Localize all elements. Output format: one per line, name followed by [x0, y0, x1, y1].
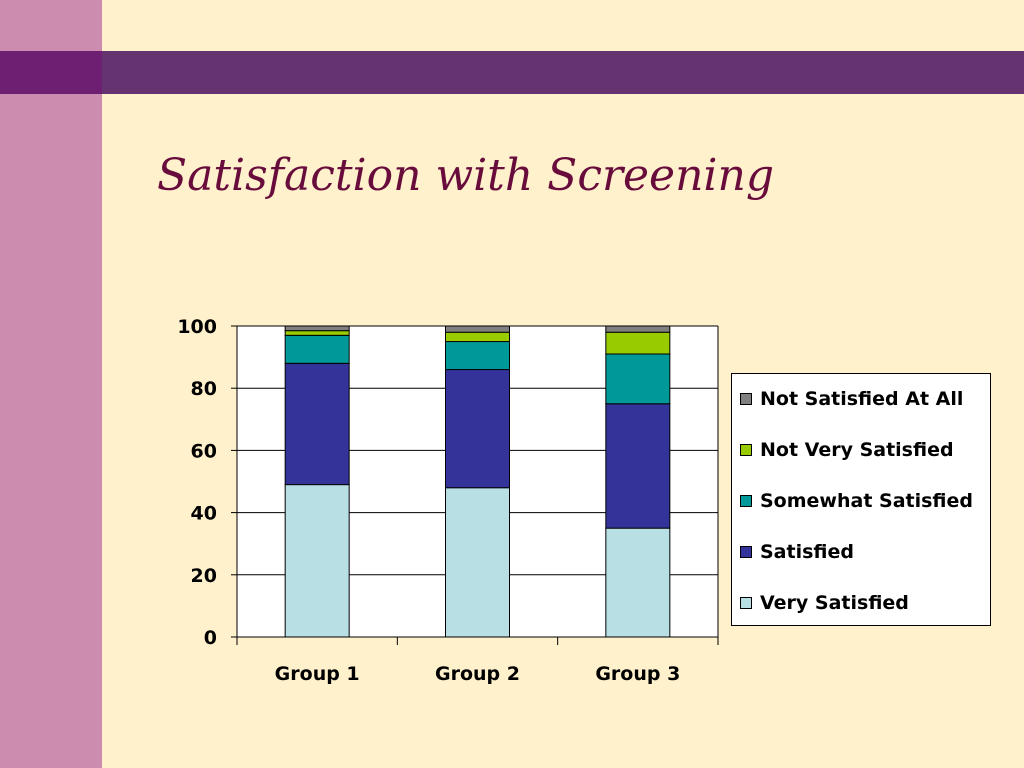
bar-segment-3-2: [605, 403, 671, 529]
left-sidebar-accent: [0, 0, 102, 768]
legend-item-3: Somewhat Satisfied: [740, 490, 973, 512]
legend-swatch-2: [740, 444, 752, 456]
legend-item-5: Very Satisfied: [740, 592, 909, 614]
bar-segment-2-2: [445, 369, 510, 489]
legend-label-4: Satisfied: [760, 541, 854, 563]
bar-segment-3-4: [605, 331, 671, 355]
y-tick-label-60: 60: [191, 440, 217, 462]
bar-segment-2-1: [445, 487, 510, 638]
x-tick-label-3: Group 3: [595, 663, 680, 685]
bar-segment-1-3: [284, 334, 350, 364]
legend-item-1: Not Satisfied At All: [740, 388, 963, 410]
legend-swatch-1: [740, 393, 752, 405]
y-tick-label-80: 80: [191, 378, 217, 400]
chart-axes: [231, 325, 719, 645]
bar-segment-2-4: [445, 331, 510, 343]
slide-title: Satisfaction with Screening: [157, 150, 774, 201]
bar-segment-3-5: [605, 325, 671, 333]
legend-label-2: Not Very Satisfied: [760, 439, 954, 461]
legend-label-1: Not Satisfied At All: [760, 388, 964, 410]
top-header-band: [0, 51, 1024, 94]
chart-legend: Not Satisfied At All Not Very Satisfied So…: [731, 373, 991, 626]
bar-segment-2-5: [445, 325, 510, 333]
legend-label-3: Somewhat Satisfied: [760, 490, 973, 512]
bar-segment-3-3: [605, 353, 671, 405]
legend-label-5: Very Satisfied: [760, 592, 909, 614]
bar-segment-1-1: [284, 484, 350, 638]
y-tick-label-0: 0: [204, 627, 217, 649]
bar-segment-1-4: [284, 330, 350, 336]
legend-swatch-4: [740, 546, 752, 558]
y-tick-label-20: 20: [191, 565, 217, 587]
y-tick-label-40: 40: [191, 503, 217, 525]
legend-item-4: Satisfied: [740, 541, 854, 563]
bar-segment-1-5: [284, 325, 350, 332]
legend-swatch-5: [740, 597, 752, 609]
x-tick-label-2: Group 2: [435, 663, 520, 685]
top-header-band-accent: [0, 51, 102, 94]
legend-item-2: Not Very Satisfied: [740, 439, 954, 461]
bar-segment-2-3: [445, 341, 510, 371]
legend-swatch-3: [740, 495, 752, 507]
chart-bars: [284, 325, 671, 638]
x-tick-label-1: Group 1: [275, 663, 360, 685]
bar-segment-1-2: [284, 362, 350, 486]
chart-tick-labels: 0 20 40 60 80 100 Group 1 Group 2 Group 3: [177, 316, 680, 685]
bar-segment-3-1: [605, 527, 671, 638]
y-tick-label-100: 100: [177, 316, 217, 338]
